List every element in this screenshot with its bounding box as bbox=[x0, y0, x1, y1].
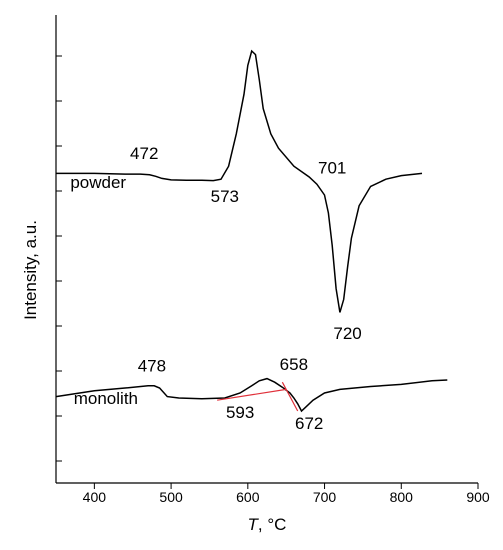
annotation-label: monolith bbox=[74, 389, 138, 408]
series-layer bbox=[55, 49, 448, 413]
annotation-label: 472 bbox=[130, 144, 158, 163]
annotation-label: 478 bbox=[138, 356, 166, 375]
annotation-layer: 472 573 701 720 powder 478 658 monolith 593 672 bbox=[70, 144, 361, 433]
x-tick-label: 500 bbox=[159, 489, 183, 505]
annotation-label: 573 bbox=[211, 187, 239, 206]
x-tick-label: 900 bbox=[466, 489, 490, 505]
series-line-powder bbox=[56, 49, 423, 313]
tangent-layer bbox=[217, 381, 299, 412]
annotation-label: 701 bbox=[318, 158, 346, 177]
x-tick-label: 400 bbox=[83, 489, 107, 505]
x-axis-ticks: 400 500 600 700 800 900 bbox=[83, 483, 490, 505]
annotation-label: 672 bbox=[295, 414, 323, 433]
annotation-label: powder bbox=[70, 173, 126, 192]
y-axis-ticks bbox=[56, 55, 62, 462]
x-axis-label: T, °C bbox=[248, 515, 287, 534]
tangent-line bbox=[217, 388, 287, 401]
x-tick-label: 800 bbox=[390, 489, 414, 505]
tangent-line bbox=[281, 381, 299, 412]
annotation-label: 593 bbox=[226, 403, 254, 422]
x-tick-label: 700 bbox=[313, 489, 337, 505]
x-tick-label: 600 bbox=[236, 489, 260, 505]
y-axis-label: Intensity, a.u. bbox=[21, 220, 40, 320]
x-axis-label-variable: T bbox=[248, 515, 260, 534]
annotation-label: 720 bbox=[333, 324, 361, 343]
series-line-monolith bbox=[55, 377, 448, 413]
plot-frame bbox=[55, 15, 478, 484]
x-axis-label-unit: , °C bbox=[258, 515, 287, 534]
annotation-label: 658 bbox=[280, 355, 308, 374]
